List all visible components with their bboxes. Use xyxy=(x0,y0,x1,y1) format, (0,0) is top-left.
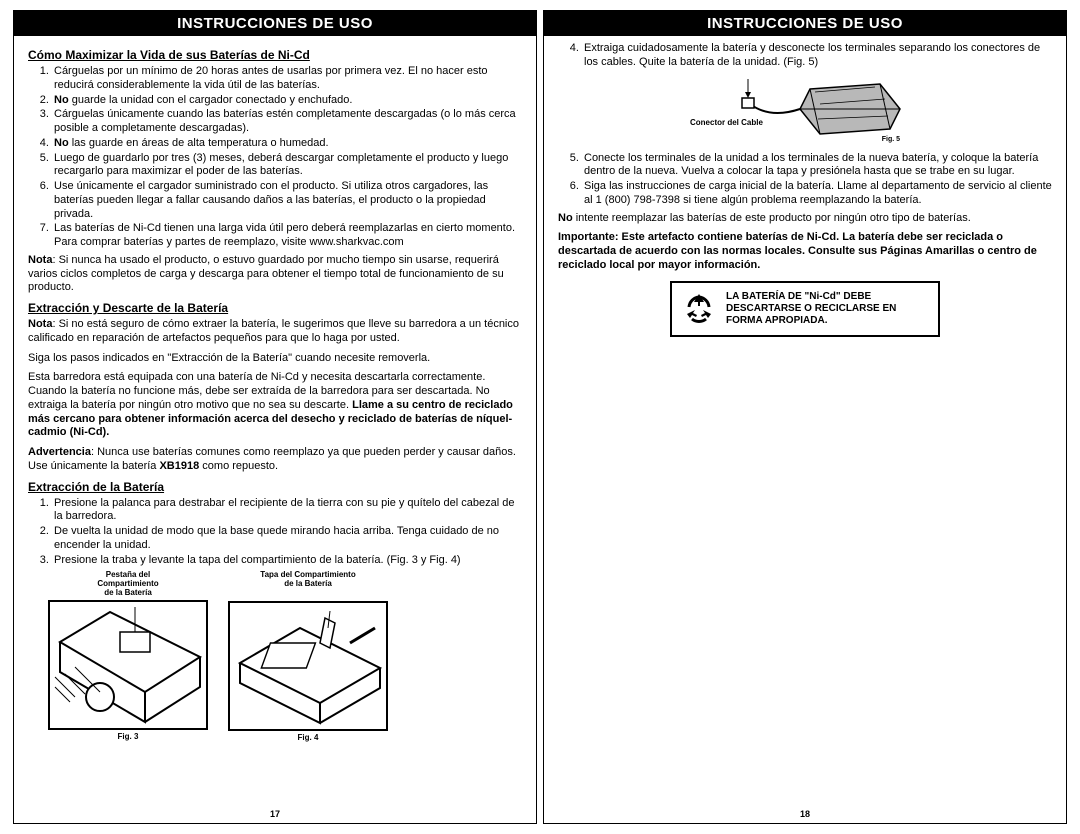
text: guarde la unidad con el cargador conecta… xyxy=(69,94,353,106)
figures-row: Pestaña del Compartimiento de la Batería xyxy=(28,571,522,743)
s1-item: No las guarde en áreas de alta temperatu… xyxy=(52,137,522,151)
s2-p1: Siga los pasos indicados en "Extracción … xyxy=(28,352,522,366)
bold-text: Nota xyxy=(28,254,52,266)
text: de la Batería xyxy=(284,579,332,588)
bold-text: No xyxy=(54,137,69,149)
figure-3: Pestaña del Compartimiento de la Batería xyxy=(48,571,208,741)
bold-text: No xyxy=(558,212,573,224)
section3-list: Presione la palanca para destrabar el re… xyxy=(28,497,522,568)
bold-text: Advertencia xyxy=(28,446,91,458)
s1-nota: Nota: Si nunca ha usado el producto, o e… xyxy=(28,254,522,295)
text: Compartimiento xyxy=(97,579,158,588)
page-number-left: 17 xyxy=(14,809,536,823)
fig4-label: Tapa del Compartimiento de la Batería xyxy=(228,571,388,589)
header-title: INSTRUCCIONES DE USO xyxy=(14,11,536,36)
s3-item: Presione la palanca para destrabar el re… xyxy=(52,497,522,525)
fig3-caption: Fig. 3 xyxy=(48,732,208,742)
bold-text: Nota xyxy=(28,318,52,330)
text: de la Batería xyxy=(104,588,152,597)
section3-title: Extracción de la Batería xyxy=(28,480,522,495)
text: intente reemplazar las baterías de este … xyxy=(573,212,971,224)
recycle-box: LA BATERÍA DE "Ni-Cd" DEBE DESCARTARSE O… xyxy=(670,281,940,337)
figure-5: Fig. 5 Conector del Cable xyxy=(700,74,910,144)
r-item: Conecte los terminales de la unidad a lo… xyxy=(582,152,1052,180)
s3-item: De vuelta la unidad de modo que la base … xyxy=(52,525,522,553)
s1-item: Cárguelas por un mínimo de 20 horas ante… xyxy=(52,65,522,93)
page-left: INSTRUCCIONES DE USO Cómo Maximizar la V… xyxy=(13,10,537,824)
recycle-text: LA BATERÍA DE "Ni-Cd" DEBE DESCARTARSE O… xyxy=(726,291,928,327)
fig3-image xyxy=(48,600,208,730)
bold-text: XB1918 xyxy=(159,460,199,472)
s1-item: Use únicamente el cargador suministrado … xyxy=(52,180,522,221)
left-content: Cómo Maximizar la Vida de sus Baterías d… xyxy=(14,36,536,809)
page-right: INSTRUCCIONES DE USO Extraiga cuidadosam… xyxy=(543,10,1067,824)
header-title: INSTRUCCIONES DE USO xyxy=(544,11,1066,36)
right-list-b: Conecte los terminales de la unidad a lo… xyxy=(558,152,1052,208)
s3-item: Presione la traba y levante la tapa del … xyxy=(52,554,522,568)
fig5-label: Conector del Cable xyxy=(690,119,763,128)
r-p1: No intente reemplazar las baterías de es… xyxy=(558,212,1052,226)
section1-title: Cómo Maximizar la Vida de sus Baterías d… xyxy=(28,48,522,63)
text: Pestaña del xyxy=(106,570,150,579)
section1-list: Cárguelas por un mínimo de 20 horas ante… xyxy=(28,65,522,250)
s1-item: Luego de guardarlo por tres (3) meses, d… xyxy=(52,152,522,180)
s2-p2: Esta barredora está equipada con una bat… xyxy=(28,371,522,440)
recycle-icon xyxy=(682,292,716,326)
text: : Si no está seguro de cómo extraer la b… xyxy=(28,318,519,344)
r-item: Extraiga cuidadosamente la batería y des… xyxy=(582,42,1052,70)
r-item: Siga las instrucciones de carga inicial … xyxy=(582,180,1052,208)
text: Tapa del Compartimiento xyxy=(260,570,355,579)
s2-warn: Advertencia: Nunca use baterías comunes … xyxy=(28,446,522,474)
r-p2: Importante: Este artefacto contiene bate… xyxy=(558,231,1052,272)
text: : Si nunca ha usado el producto, o estuv… xyxy=(28,254,504,294)
fig5-cap-svg: Fig. 5 xyxy=(882,136,900,143)
right-list-a: Extraiga cuidadosamente la batería y des… xyxy=(558,42,1052,70)
fig4-caption: Fig. 4 xyxy=(228,733,388,743)
fig3-label: Pestaña del Compartimiento de la Batería xyxy=(48,571,208,597)
bold-text: No xyxy=(54,94,69,106)
text: las guarde en áreas de alta temperatura … xyxy=(69,137,329,149)
bold-text: Importante: Este artefacto contiene bate… xyxy=(558,231,1037,271)
right-content: Extraiga cuidadosamente la batería y des… xyxy=(544,36,1066,809)
figure-4: Tapa del Compartimiento de la Batería Fi… xyxy=(228,571,388,743)
text: como repuesto. xyxy=(199,460,278,472)
fig4-image xyxy=(228,601,388,731)
s1-item: Cárguelas únicamente cuando las baterías… xyxy=(52,108,522,136)
section2-title: Extracción y Descarte de la Batería xyxy=(28,301,522,316)
page-number-right: 18 xyxy=(544,809,1066,823)
s2-nota: Nota: Si no está seguro de cómo extraer … xyxy=(28,318,522,346)
s1-item: No guarde la unidad con el cargador cone… xyxy=(52,94,522,108)
s1-item: Las baterías de Ni-Cd tienen una larga v… xyxy=(52,222,522,250)
